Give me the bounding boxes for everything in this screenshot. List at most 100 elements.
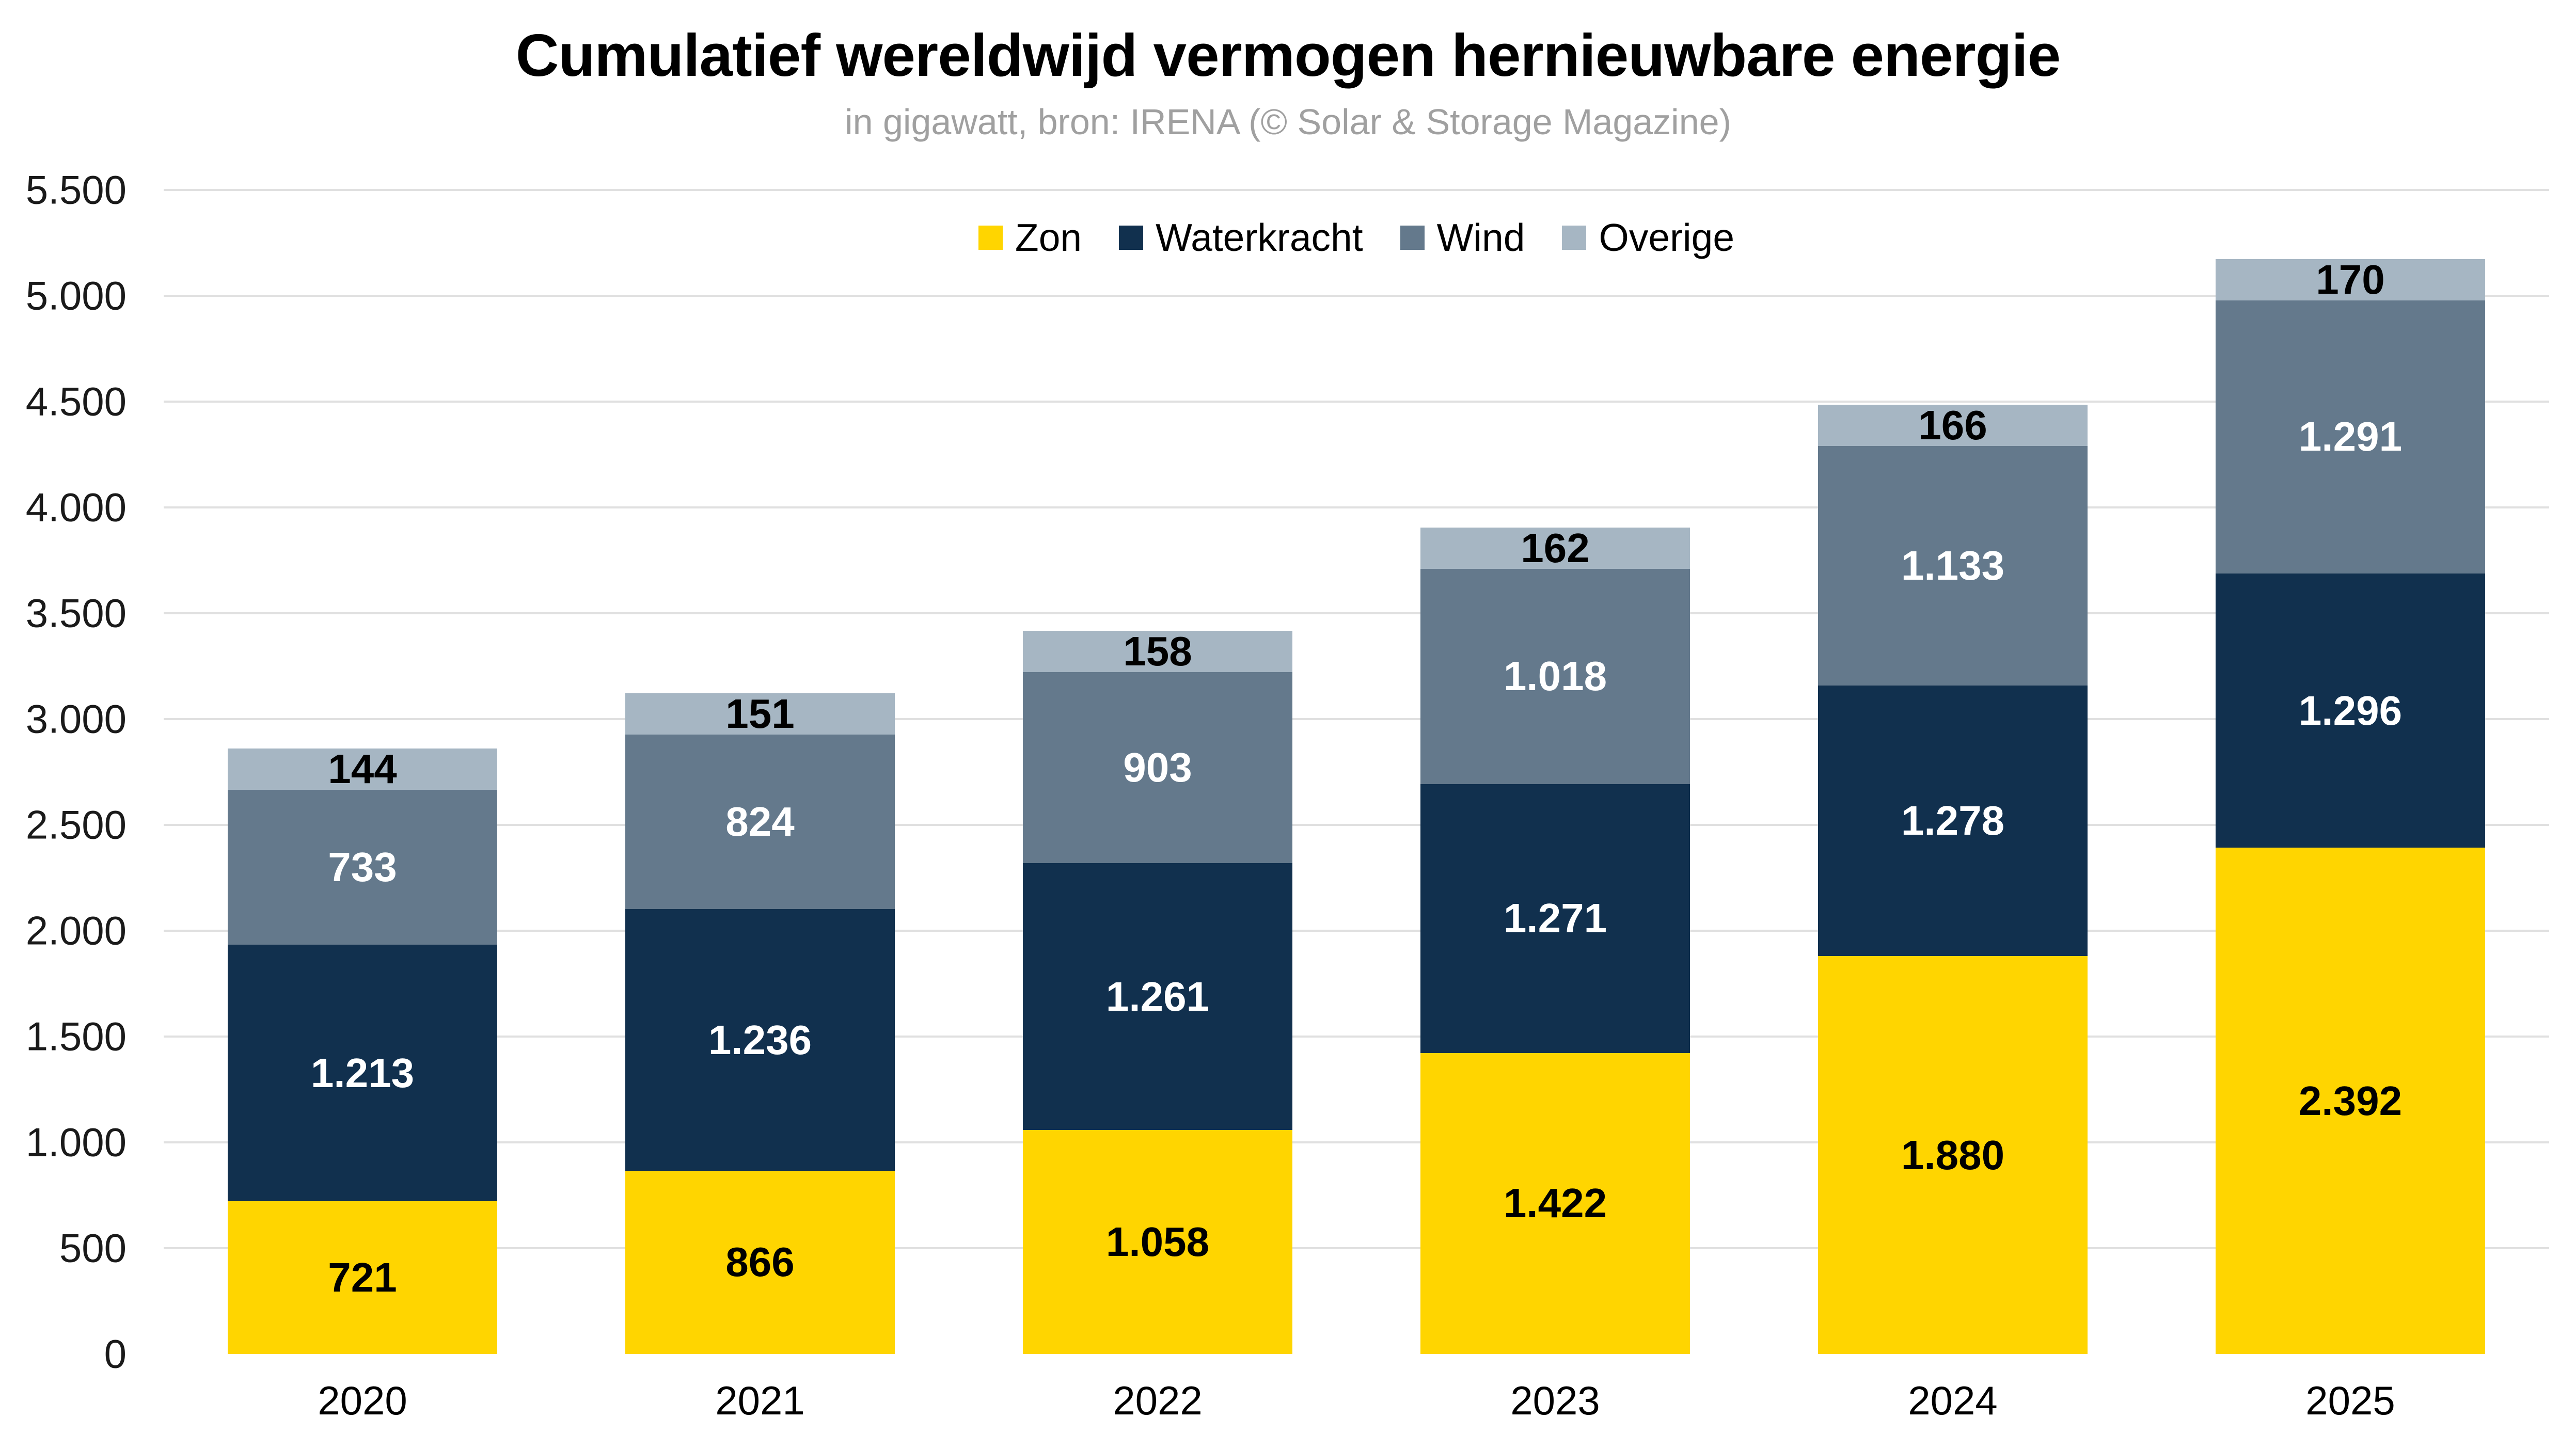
y-axis: 0 500 1.000 1.500 2.000 2.500 3.000 3.500 4.000 4… bbox=[0, 167, 127, 1377]
y-axis-tick-label: 4.500 bbox=[25, 378, 127, 424]
bar-segment-zon-2020: 721 bbox=[228, 1201, 497, 1354]
bar-segment-zon-2023: 1.422 bbox=[1420, 1053, 1690, 1354]
segment-value-label: 1.296 bbox=[2298, 687, 2403, 734]
x-axis-label-2020: 2020 bbox=[318, 1378, 407, 1423]
x-axis-label-2022: 2022 bbox=[1113, 1378, 1203, 1423]
gridline bbox=[164, 295, 2549, 297]
x-axis-label-2021: 2021 bbox=[715, 1378, 805, 1423]
gridline bbox=[164, 1141, 2549, 1143]
bar-segment-waterkracht-2021: 1.236 bbox=[625, 909, 895, 1171]
bar-2021: 866 1.236 824 151 bbox=[625, 693, 895, 1354]
bar-segment-wind-2024: 1.133 bbox=[1818, 445, 2088, 686]
segment-value-label: 1.278 bbox=[1901, 798, 2005, 844]
legend-swatch-icon bbox=[1400, 225, 1425, 250]
x-axis: 2020 2021 2022 2023 2024 2025 bbox=[164, 1377, 2549, 1434]
segment-value-label: 1.261 bbox=[1105, 973, 1210, 1020]
bar-segment-waterkracht-2023: 1.271 bbox=[1420, 784, 1690, 1053]
segment-value-label: 824 bbox=[725, 799, 795, 845]
segment-value-label: 1.291 bbox=[2298, 413, 2403, 460]
bar-segment-overige-2020: 144 bbox=[228, 745, 497, 792]
bar-segment-waterkracht-2024: 1.278 bbox=[1818, 686, 2088, 957]
y-axis-tick-label: 500 bbox=[59, 1225, 127, 1271]
gridline bbox=[164, 401, 2549, 403]
bar-segment-zon-2024: 1.880 bbox=[1818, 956, 2088, 1354]
chart-subtitle: in gigawatt, bron: IRENA (© Solar & Stor… bbox=[845, 102, 1731, 142]
bar-segment-waterkracht-2025: 1.296 bbox=[2216, 573, 2485, 848]
legend-item-overige: Overige bbox=[1562, 215, 1734, 260]
x-axis-label-2025: 2025 bbox=[2305, 1378, 2395, 1423]
gridline bbox=[164, 824, 2549, 826]
bar-segment-wind-2025: 1.291 bbox=[2216, 300, 2485, 574]
segment-value-label: 1.133 bbox=[1901, 542, 2005, 588]
segment-value-label: 166 bbox=[1918, 402, 1987, 448]
segment-value-label: 721 bbox=[328, 1254, 397, 1301]
bar-segment-zon-2025: 2.392 bbox=[2216, 848, 2485, 1354]
gridline bbox=[164, 506, 2549, 508]
bar-segment-overige-2023: 162 bbox=[1420, 524, 1690, 571]
legend-item-waterkracht: Waterkracht bbox=[1119, 215, 1363, 260]
bar-segment-zon-2021: 866 bbox=[625, 1170, 895, 1354]
legend-swatch-icon bbox=[1119, 225, 1144, 250]
y-axis-tick-label: 3.000 bbox=[25, 696, 127, 742]
segment-value-label: 162 bbox=[1521, 524, 1590, 571]
segment-value-label: 1.018 bbox=[1503, 653, 1607, 699]
bar-segment-overige-2022: 158 bbox=[1023, 628, 1292, 675]
y-axis-tick-label: 5.000 bbox=[25, 273, 127, 319]
bar-segment-waterkracht-2020: 1.213 bbox=[228, 945, 497, 1202]
y-axis-tick-label: 0 bbox=[104, 1331, 127, 1377]
segment-value-label: 158 bbox=[1123, 628, 1192, 675]
legend-label: Overige bbox=[1599, 216, 1735, 259]
y-axis-tick-label: 5.500 bbox=[25, 167, 127, 213]
gridline bbox=[164, 1247, 2549, 1249]
legend-swatch-icon bbox=[978, 225, 1003, 250]
legend-label: Wind bbox=[1436, 216, 1525, 259]
legend-label: Waterkracht bbox=[1156, 216, 1363, 259]
y-axis-tick-label: 3.500 bbox=[25, 590, 127, 636]
bar-2024: 1.880 1.278 1.133 166 bbox=[1818, 404, 2088, 1354]
y-axis-tick-label: 1.500 bbox=[25, 1013, 127, 1059]
x-axis-label-2024: 2024 bbox=[1908, 1378, 1998, 1423]
gridline bbox=[164, 189, 2549, 191]
y-axis-tick-label: 2.000 bbox=[25, 907, 127, 953]
segment-value-label: 1.422 bbox=[1503, 1180, 1607, 1227]
legend-item-zon: Zon bbox=[978, 215, 1082, 260]
bar-segment-wind-2022: 903 bbox=[1023, 672, 1292, 864]
bar-segment-overige-2025: 170 bbox=[2216, 259, 2485, 300]
bar-2023: 1.422 1.271 1.018 162 bbox=[1420, 527, 1690, 1354]
y-axis-tick-label: 4.000 bbox=[25, 484, 127, 530]
gridline bbox=[164, 718, 2549, 720]
segment-value-label: 733 bbox=[328, 843, 397, 890]
bar-segment-overige-2024: 166 bbox=[1818, 402, 2088, 448]
gridline bbox=[164, 930, 2549, 932]
legend-item-wind: Wind bbox=[1400, 215, 1525, 260]
bar-2025: 2.392 1.296 1.291 170 bbox=[2216, 259, 2485, 1354]
bar-segment-overige-2021: 151 bbox=[625, 693, 895, 735]
segment-value-label: 170 bbox=[2316, 256, 2385, 302]
segment-value-label: 144 bbox=[328, 745, 397, 792]
bar-segment-zon-2022: 1.058 bbox=[1023, 1130, 1292, 1354]
legend-swatch-icon bbox=[1562, 225, 1587, 250]
bar-segment-wind-2023: 1.018 bbox=[1420, 568, 1690, 784]
y-axis-tick-label: 1.000 bbox=[25, 1119, 127, 1165]
x-axis-label-2023: 2023 bbox=[1510, 1378, 1600, 1423]
segment-value-label: 1.271 bbox=[1503, 895, 1607, 942]
segment-value-label: 866 bbox=[725, 1239, 795, 1285]
gridline bbox=[164, 1036, 2549, 1038]
segment-value-label: 151 bbox=[725, 691, 795, 737]
bar-segment-waterkracht-2022: 1.261 bbox=[1023, 863, 1292, 1130]
y-axis-tick-label: 2.500 bbox=[25, 802, 127, 848]
segment-value-label: 1.058 bbox=[1105, 1219, 1210, 1265]
segment-value-label: 2.392 bbox=[2298, 1077, 2403, 1124]
legend-label: Zon bbox=[1015, 216, 1082, 259]
bar-segment-wind-2021: 824 bbox=[625, 735, 895, 910]
segment-value-label: 903 bbox=[1123, 744, 1192, 791]
segment-value-label: 1.213 bbox=[310, 1049, 415, 1096]
plot-area: 721 1.213 733 144 866 1.236 824 151 1.058 1.261 90… bbox=[164, 189, 2549, 1354]
bar-2020: 721 1.213 733 144 bbox=[228, 748, 497, 1354]
legend: Zon Waterkracht Wind Overige bbox=[164, 215, 2549, 260]
gridline bbox=[164, 612, 2549, 614]
segment-value-label: 1.880 bbox=[1901, 1132, 2005, 1178]
chart-title: Cumulatief wereldwijd vermogen hernieuwb… bbox=[515, 22, 2061, 89]
bar-segment-wind-2020: 733 bbox=[228, 789, 497, 945]
